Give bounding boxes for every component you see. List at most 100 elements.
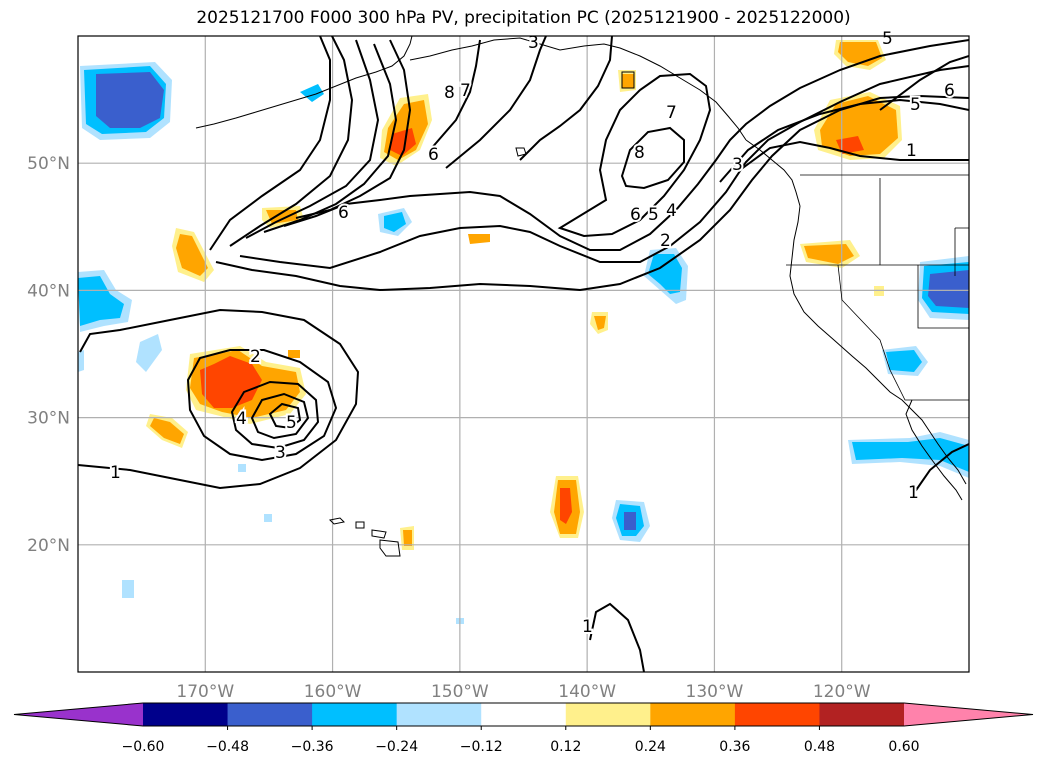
pv-label: 3 [732,155,743,175]
pv-label: 5 [910,95,921,115]
island-small [621,71,635,89]
pv-contour-1-e [911,443,969,497]
precip-blob-positive [560,488,572,524]
map-gridlines [78,36,969,672]
precip-blob-positive [266,210,298,224]
colorbar-outline [13,702,1034,727]
precip-blob-positive [176,234,208,276]
island-hawaii [379,539,401,557]
pv-contour-jet [283,39,969,251]
political-borders [786,174,969,401]
colorbar: −0.60 −0.48 −0.36 −0.24 −0.12 0.12 0.24 0.36 0.4… [13,702,1034,755]
border-state [954,227,969,276]
longitude-labels: 170°W 160°W 150°W 140°W 130°W 120°W [176,682,870,702]
pv-label: 8 [634,143,645,163]
coastline-baja [905,399,963,501]
precip-blob-negative [238,464,246,472]
pv-contour-labels: 1 2 3 4 5 6 6 7 8 8 7 6 5 4 2 3 5 1 6 5 … [108,27,957,639]
precip-blob-positive [468,234,490,244]
colorbar-segment [312,703,398,726]
pv-contour-jet [209,36,331,251]
pv-label: 4 [666,201,677,221]
pv-contour-jet [879,55,969,111]
latitude-labels: 20°N 30°N 40°N 50°N [27,154,70,556]
island-hawaii [371,529,387,539]
pv-label: 5 [882,29,893,49]
colorbar-tick-label: −0.12 [460,739,503,755]
coastlines [195,36,967,557]
colorbar-segment [481,703,567,726]
pv-label: 1 [908,483,919,503]
pv-contour-1 [78,308,360,490]
precip-blob-negative [136,334,162,372]
pv-label: 1 [110,463,121,483]
pv-contour-jet [557,72,712,238]
pv-contour-jet [215,94,969,292]
island-hawaii [355,521,365,529]
lon-tick-label: 130°W [686,682,744,702]
colorbar-tick-label: 0.12 [550,739,581,755]
precip-blob-negative [78,276,124,326]
colorbar-tick-label: −0.24 [375,739,418,755]
pv-contour-1-se [589,602,645,672]
precip-blob-negative [300,84,324,102]
lat-tick-label: 20°N [27,536,70,556]
colorbar-tick-label: −0.60 [122,739,165,755]
lon-tick-label: 150°W [431,682,489,702]
colorbar-tick-label: 0.24 [635,739,666,755]
pv-contour-jet [295,39,412,219]
pv-label: 5 [286,413,297,433]
lat-tick-label: 40°N [27,281,70,301]
pv-contours [78,36,969,672]
pv-label: 3 [528,33,539,53]
colorbar-tick-label: 0.60 [888,739,919,755]
pv-contour-2 [186,349,338,462]
pv-label: 2 [250,347,261,367]
coastline-us-west [789,205,967,485]
precip-blob-negative [384,212,406,232]
colorbar-tick-label: 0.36 [719,739,750,755]
pv-contour-3 [230,380,320,450]
precip-blob-positive [403,530,412,546]
map-title: 2025121700 F000 300 hPa PV, precipitatio… [196,8,851,28]
pv-label: 8 [444,83,455,103]
island-hawaii [328,517,346,525]
pv-label: 6 [944,81,955,101]
lon-tick-label: 170°W [176,682,234,702]
precip-blob-negative [624,512,636,530]
pv-label: 3 [275,443,286,463]
pv-contour-4 [250,392,310,440]
pv-contour-jet [263,43,398,233]
pv-contour-jet [739,140,969,171]
lat-tick-label: 50°N [27,154,70,174]
pv-label: 5 [648,205,659,225]
pv-label: 7 [460,81,471,101]
colorbar-tick-label: −0.36 [291,739,334,755]
precip-blob-positive [390,128,416,156]
precip-blob-positive [594,316,606,330]
precip-blob-positive [622,74,634,88]
pv-label: 6 [630,205,641,225]
coastline-alaska-gulf [409,37,747,141]
pv-contour-jet [245,39,380,239]
colorbar-segment [396,703,482,726]
pv-label: 7 [666,103,677,123]
precip-blob-negative [264,514,272,522]
pv-contour-jet [445,36,547,169]
border-state [837,264,969,401]
lat-tick-label: 30°N [27,409,70,429]
pv-contour-jet [429,39,481,151]
colorbar-segment [819,703,905,726]
colorbar-tick-label: −0.48 [206,739,249,755]
map-frame [77,35,970,673]
border-state [917,265,969,329]
colorbar-segment [650,703,736,726]
precip-blob-negative [648,254,682,294]
precip-blob-positive [836,136,864,154]
pv-label: 2 [660,231,671,251]
pv-contour-jet [229,36,354,247]
precip-blob-negative [122,580,134,598]
pv-contour-jet [239,65,969,270]
precip-blob-negative [78,350,84,372]
